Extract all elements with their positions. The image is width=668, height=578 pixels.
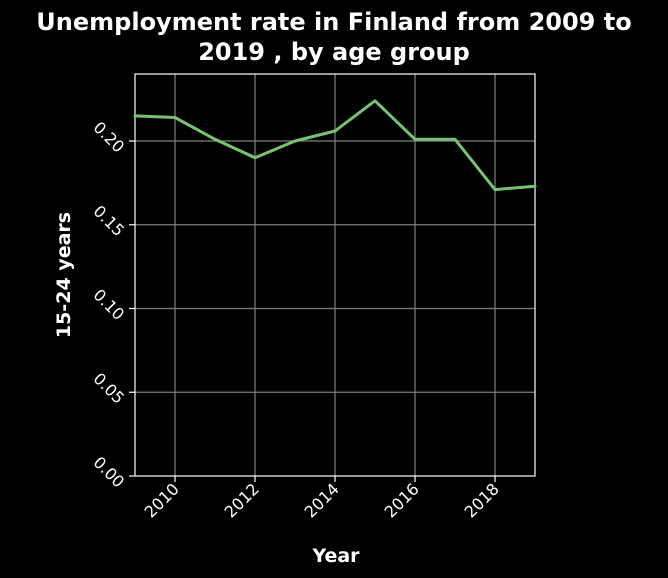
x-tick-label: 2014 [301,479,343,521]
x-tick-label: 2016 [381,479,423,521]
chart-title-line-2: 2019 , by age group [198,38,470,66]
y-tick-label: 0.20 [90,118,129,157]
x-axis-label: Year [311,545,360,567]
y-tick-label: 0.00 [90,453,129,492]
y-tick-label: 0.10 [90,285,129,324]
series-group [133,99,537,192]
y-tick-label: 0.05 [90,369,129,408]
x-tick-label: 2018 [461,479,503,521]
series-line [133,99,537,192]
x-tick-label: 2010 [141,479,183,521]
y-axis-label: 15-24 years [53,212,75,338]
grid [135,74,535,476]
axis-ticks: 2010 2012 2014 2016 2018 0.00 0.05 0.10 0.15 0.20 [90,118,503,522]
chart-title-line-1: Unemployment rate in Finland from 2009 t… [36,8,631,36]
y-tick-label: 0.15 [90,202,129,241]
x-tick-label: 2012 [221,479,263,521]
